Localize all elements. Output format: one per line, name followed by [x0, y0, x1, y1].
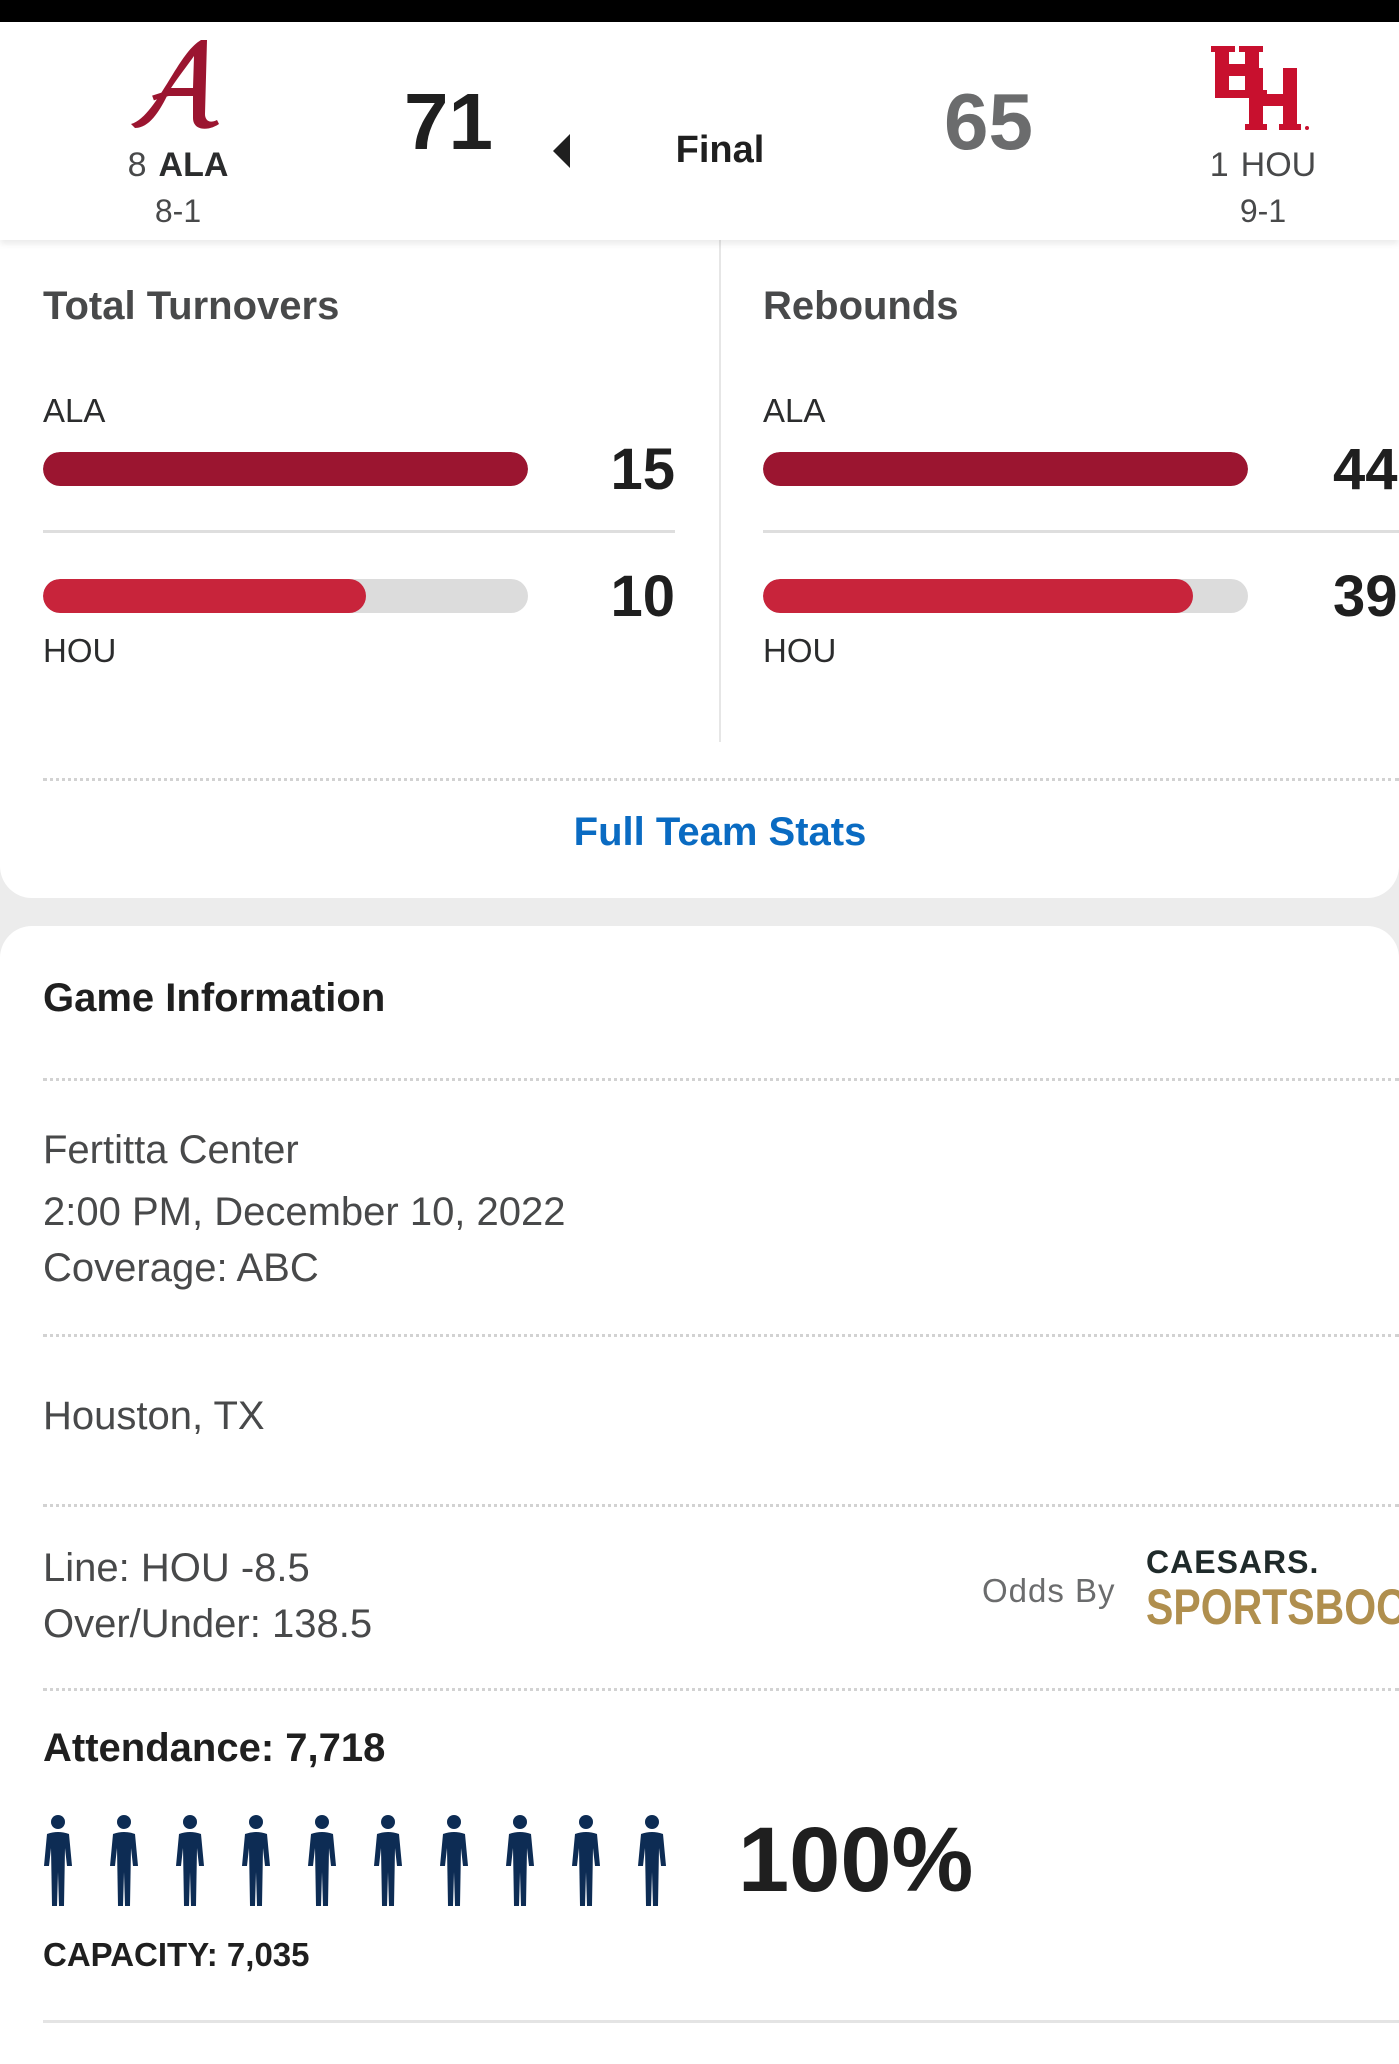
- home-score: 65: [944, 77, 1033, 166]
- odds-by-label: Odds By: [982, 1572, 1116, 1609]
- stat-team1-value: 15: [610, 437, 675, 502]
- person-icon: [440, 1815, 468, 1906]
- over-under: Over/Under: 138.5: [43, 1602, 373, 1646]
- stat-team1-label: ALA: [43, 392, 106, 429]
- caesars-logo-bottom: SPORTSBOOK: [1146, 1579, 1399, 1635]
- stat-team2-label: HOU: [43, 632, 117, 669]
- person-icon: [176, 1815, 204, 1906]
- tv-coverage: Coverage: ABC: [43, 1246, 319, 1290]
- away-team-name: 8 ALA: [48, 146, 308, 185]
- capacity-label: CAPACITY: 7,035: [43, 1936, 310, 1973]
- person-icon: [506, 1815, 534, 1906]
- attendance-label: Attendance: 7,718: [43, 1726, 386, 1770]
- person-icon: [374, 1815, 402, 1906]
- game-information-card: Game Information Fertitta Center 2:00 PM…: [0, 926, 1399, 2064]
- full-team-stats-link[interactable]: Full Team Stats: [573, 810, 867, 854]
- section-title: Game Information: [43, 976, 386, 1020]
- home-team-name: 1 HOU: [1133, 146, 1393, 185]
- stat-team1-bar: [763, 452, 1248, 486]
- stat-title: Rebounds: [763, 284, 959, 328]
- home-record: 9-1: [1239, 193, 1287, 229]
- capacity-percentage: 100%: [738, 1809, 974, 1911]
- home-abbr: HOU: [1240, 146, 1317, 184]
- status-bar: [0, 0, 1399, 22]
- scoreboard-header: 8 ALA 8-1 71 Final 65: [0, 22, 1399, 240]
- person-icon: [308, 1815, 336, 1906]
- venue-location: Houston, TX: [43, 1394, 265, 1438]
- stat-team1-bar: [43, 452, 528, 486]
- venue-name: Fertitta Center: [43, 1128, 299, 1172]
- divider: [43, 2020, 1399, 2023]
- away-record: 8-1: [154, 193, 202, 229]
- person-icon: [242, 1815, 270, 1906]
- stat-team1-bar-fill: [763, 452, 1248, 486]
- stat-team1-label: ALA: [763, 392, 826, 429]
- betting-line: Line: HOU -8.5: [43, 1546, 310, 1590]
- away-rank: 8: [127, 146, 147, 184]
- capacity-people-graphic: [43, 1814, 667, 1908]
- away-team[interactable]: 8 ALA 8-1: [48, 22, 308, 230]
- stat-team2-value: 10: [610, 564, 675, 629]
- stat-title: Total Turnovers: [43, 284, 340, 328]
- person-icon: [638, 1815, 666, 1906]
- away-abbr: ALA: [158, 146, 229, 184]
- person-icon: [110, 1815, 138, 1906]
- stat-team2-bar-fill: [763, 579, 1193, 613]
- home-rank: 1: [1209, 146, 1229, 184]
- divider: [43, 1688, 1399, 1691]
- divider: [43, 1334, 1399, 1337]
- game-datetime: 2:00 PM, December 10, 2022: [43, 1190, 566, 1234]
- person-icon: [572, 1815, 600, 1906]
- home-team[interactable]: 1 HOU 9-1: [1133, 22, 1393, 230]
- stat-team2-bar-fill: [43, 579, 367, 613]
- team-stats-card: Total Turnovers ALA 15 10 HOU Rebounds A…: [0, 240, 1399, 898]
- stat-team2-value: 39: [1333, 564, 1398, 629]
- divider: [43, 1504, 1399, 1507]
- divider: [43, 1078, 1399, 1081]
- away-score: 71: [404, 77, 493, 166]
- divider: [763, 530, 1399, 533]
- divider: [43, 778, 1399, 781]
- column-divider: [719, 240, 721, 742]
- game-status: Final: [675, 129, 765, 171]
- houston-logo-icon: [1133, 22, 1393, 134]
- stat-team1-bar-fill: [43, 452, 528, 486]
- person-icon: [44, 1815, 72, 1906]
- stat-team2-bar: [43, 579, 528, 613]
- divider: [43, 530, 675, 533]
- caesars-sportsbook-logo[interactable]: CAESARS. SPORTSBOOK: [1146, 1546, 1399, 1632]
- stat-team2-bar: [763, 579, 1248, 613]
- stat-team2-label: HOU: [763, 632, 837, 669]
- winner-arrow-icon: [553, 134, 570, 168]
- stat-team1-value: 44: [1333, 437, 1398, 502]
- alabama-logo-icon: [48, 22, 308, 134]
- caesars-logo-top: CAESARS.: [1146, 1544, 1320, 1580]
